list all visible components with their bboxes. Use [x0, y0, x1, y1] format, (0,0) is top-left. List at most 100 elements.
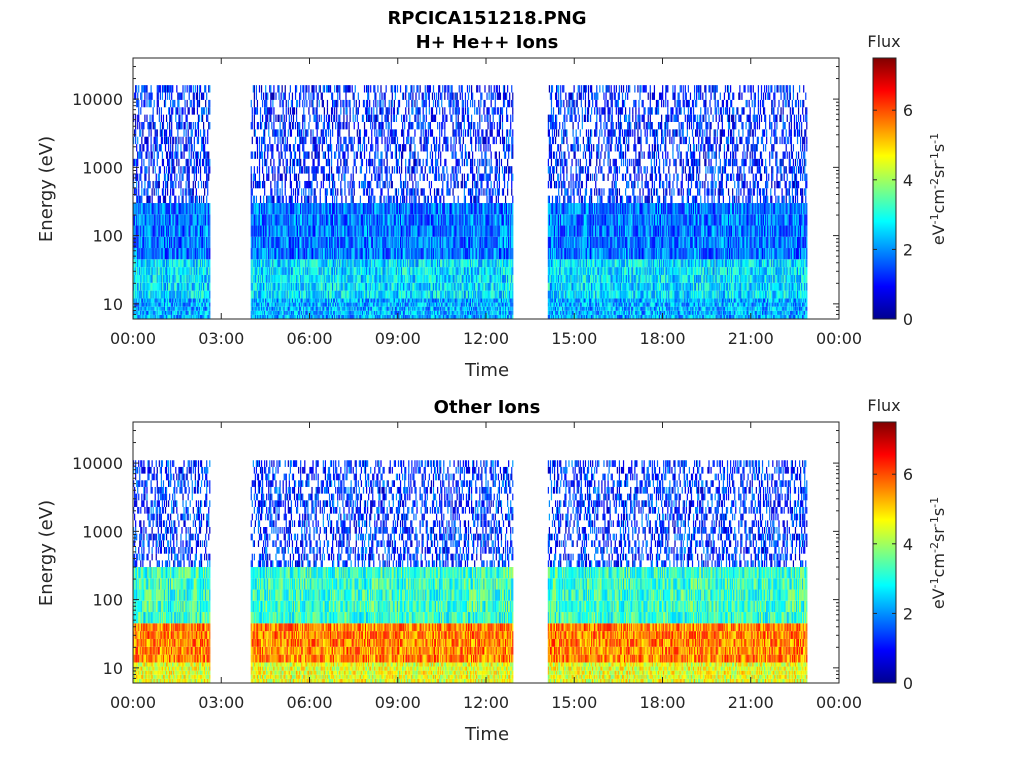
flux-cell: [382, 267, 384, 275]
flux-cell: [136, 314, 138, 319]
flux-cell: [185, 136, 187, 145]
flux-cell: [355, 203, 357, 215]
flux-cell: [261, 114, 264, 122]
flux-cell: [294, 92, 297, 100]
flux-cell: [342, 267, 344, 275]
flux-cell: [299, 282, 301, 291]
flux-cell: [391, 129, 393, 137]
flux-cell: [371, 267, 373, 275]
flux-cell: [327, 225, 330, 237]
flux-cell: [382, 236, 384, 249]
flux-cell: [153, 306, 155, 311]
flux-cell: [299, 151, 301, 159]
flux-cell: [311, 151, 313, 159]
flux-cell: [255, 302, 258, 307]
flux-cell: [304, 166, 306, 174]
flux-cell: [266, 107, 268, 115]
flux-cell: [165, 298, 168, 303]
flux-cell: [351, 298, 353, 303]
flux-cell: [329, 306, 332, 311]
flux-cell: [324, 267, 326, 275]
flux-cell: [200, 114, 203, 122]
flux-cell: [388, 107, 390, 115]
flux-cell: [149, 248, 151, 260]
flux-cell: [322, 214, 324, 226]
flux-cell: [133, 173, 135, 181]
flux-cell: [323, 173, 325, 181]
flux-cell: [163, 99, 166, 108]
flux-cell: [376, 225, 378, 237]
flux-cell: [326, 158, 329, 167]
flux-cell: [179, 173, 181, 181]
flux-cell: [298, 144, 300, 152]
flux-cell: [330, 203, 333, 215]
flux-cell: [135, 173, 137, 181]
flux-cell: [335, 282, 337, 291]
flux-cell: [334, 151, 336, 159]
flux-cell: [281, 267, 283, 275]
flux-cell: [145, 166, 147, 174]
flux-cell: [310, 290, 312, 299]
flux-cell: [312, 302, 314, 307]
flux-cell: [258, 151, 261, 159]
flux-cell: [252, 274, 254, 283]
flux-cell: [199, 225, 202, 237]
flux-cell: [144, 203, 146, 215]
flux-cell: [363, 136, 366, 145]
flux-cell: [328, 144, 331, 152]
flux-cell: [164, 274, 167, 283]
flux-cell: [321, 259, 323, 268]
flux-cell: [176, 302, 178, 307]
flux-cell: [364, 173, 367, 181]
flux-cell: [291, 214, 294, 226]
flux-cell: [318, 136, 320, 145]
flux-cell: [257, 274, 260, 283]
flux-cell: [271, 274, 273, 283]
flux-cell: [284, 122, 286, 130]
flux-cell: [342, 302, 344, 307]
flux-cell: [335, 225, 337, 237]
flux-cell: [382, 248, 384, 260]
flux-cell: [352, 274, 354, 283]
flux-cell: [178, 225, 180, 237]
flux-cell: [315, 114, 317, 122]
flux-cell: [273, 248, 275, 260]
flux-cell: [317, 92, 319, 100]
flux-cell: [158, 302, 160, 307]
flux-cell: [351, 85, 353, 93]
flux-cell: [283, 214, 285, 226]
flux-cell: [256, 274, 259, 283]
flux-cell: [337, 92, 339, 100]
flux-cell: [337, 314, 339, 319]
flux-cell: [376, 306, 378, 311]
flux-cell: [343, 302, 345, 307]
flux-cell: [171, 267, 173, 275]
flux-cell: [187, 214, 189, 226]
flux-cell: [315, 302, 317, 307]
flux-cell: [261, 180, 264, 189]
flux-cell: [368, 290, 370, 299]
flux-cell: [259, 180, 262, 189]
flux-cell: [394, 298, 397, 303]
flux-cell: [372, 302, 374, 307]
flux-cell: [297, 306, 299, 311]
flux-cell: [166, 122, 169, 130]
flux-cell: [163, 302, 166, 307]
flux-cell: [177, 259, 179, 268]
flux-cell: [356, 214, 358, 226]
flux-cell: [306, 151, 308, 159]
flux-cell: [171, 203, 173, 215]
flux-cell: [301, 136, 303, 145]
flux-cell: [153, 151, 155, 159]
flux-cell: [284, 144, 286, 152]
flux-cell: [322, 282, 324, 291]
flux-cell: [170, 85, 172, 93]
flux-cell: [319, 314, 321, 319]
flux-cell: [369, 274, 371, 283]
flux-cell: [190, 236, 192, 249]
flux-cell: [193, 282, 195, 291]
flux-cell: [286, 282, 288, 291]
flux-cell: [344, 85, 346, 93]
flux-cell: [297, 290, 299, 299]
flux-cell: [300, 314, 302, 319]
